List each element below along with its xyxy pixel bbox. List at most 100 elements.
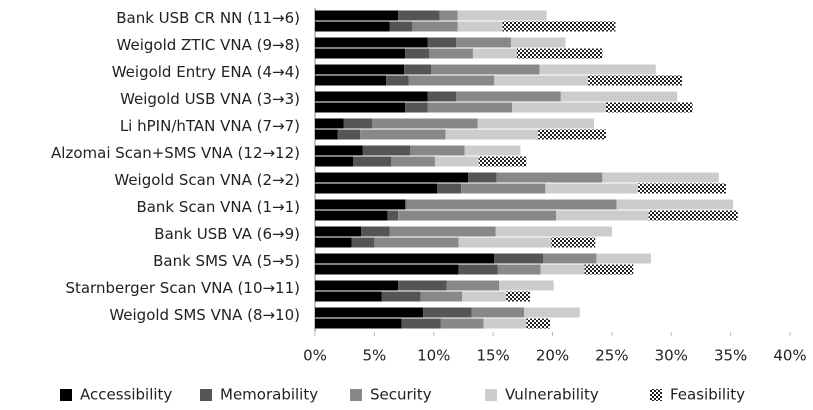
bar-segment (602, 172, 719, 183)
bar-segment (616, 199, 733, 210)
bar-segment (315, 253, 495, 264)
bar-segment (420, 291, 463, 302)
bar-segment (401, 318, 441, 329)
bar-segment (361, 226, 390, 237)
bar-segment (406, 199, 617, 210)
bar-segment (584, 264, 634, 275)
bar-segment (315, 10, 399, 21)
bar-segment (461, 183, 546, 194)
bar-segment (638, 183, 726, 194)
bar-segment (502, 21, 616, 32)
x-tick-label: 35% (714, 347, 747, 365)
bar-segment (315, 118, 344, 129)
bar-segment (556, 210, 649, 221)
bar-segment (337, 129, 361, 140)
x-tick-label: 40% (773, 347, 806, 365)
bar-segment (456, 37, 511, 48)
bar-segment (510, 37, 566, 48)
bar-segment (410, 145, 465, 156)
x-tick-label: 20% (536, 347, 569, 365)
y-tick-label: Starnberger Scan VNA (10→11) (65, 279, 300, 297)
bar-segment (427, 102, 513, 113)
bar-segment (496, 172, 603, 183)
bar-segment (315, 237, 352, 248)
bar-segment (315, 172, 469, 183)
legend-swatch (350, 389, 362, 401)
x-tick-label: 15% (476, 347, 509, 365)
bar-segment (551, 237, 596, 248)
bar-segment (374, 237, 459, 248)
bar-segment (457, 21, 503, 32)
bar-segment (526, 318, 551, 329)
bar-segment (429, 48, 473, 59)
bar-segment (440, 318, 484, 329)
legend-swatch (485, 389, 497, 401)
bar-segment (315, 318, 402, 329)
bar-segment (437, 183, 462, 194)
bar-segment (362, 145, 410, 156)
bar-segment (315, 280, 399, 291)
bar-segment (405, 102, 428, 113)
bar-segment (315, 264, 459, 275)
bar-segment (499, 280, 554, 291)
bar-segment (351, 237, 375, 248)
bar-segment (540, 264, 585, 275)
y-tick-label: Bank Scan VNA (1→1) (136, 198, 300, 216)
bar-segment (596, 253, 652, 264)
legend-label: Feasibility (670, 386, 745, 404)
bar-segment (456, 91, 561, 102)
bar-segment (462, 291, 507, 302)
bar-segment (398, 280, 447, 291)
bar-segment (560, 91, 678, 102)
bar-segment (315, 129, 338, 140)
bar-segment (588, 75, 682, 86)
legend-swatch (650, 389, 662, 401)
bar-segment (398, 10, 440, 21)
bar-segment (372, 118, 478, 129)
y-tick-label: Weigold ZTIC VNA (9→8) (117, 36, 300, 54)
bar-segment (315, 21, 390, 32)
bar-segment (360, 129, 446, 140)
bar-segment (605, 102, 693, 113)
x-tick-label: 25% (595, 347, 628, 365)
bar-segment (405, 199, 407, 210)
bar-segment (315, 145, 363, 156)
bar-segment (458, 264, 498, 275)
legend-label: Vulnerability (505, 386, 599, 404)
y-tick-label: Bank USB VA (6→9) (154, 225, 300, 243)
bar-segment (494, 75, 589, 86)
bar-segment (353, 156, 391, 167)
bar-segment (315, 91, 428, 102)
y-tick-label: Bank USB CR NN (11→6) (116, 9, 300, 27)
x-tick-label: 5% (362, 347, 386, 365)
bar-segment (315, 199, 406, 210)
y-tick-label: Alzomai Scan+SMS VNA (12→12) (51, 144, 300, 162)
bar-segment (423, 307, 472, 318)
bar-segment (516, 48, 603, 59)
bar-segment (494, 253, 543, 264)
legend-label: Accessibility (80, 386, 172, 404)
bar-segment (478, 156, 527, 167)
bar-segment (386, 75, 409, 86)
bar-segment (545, 183, 638, 194)
bar-segment (315, 291, 382, 302)
bar-segment (512, 102, 606, 113)
bar-segment (427, 37, 457, 48)
bar-segment (434, 156, 479, 167)
legend-label: Memorability (220, 386, 318, 404)
bar-segment (398, 210, 557, 221)
bar-segment (543, 253, 597, 264)
bar-segment (464, 145, 521, 156)
bar-segment (439, 10, 458, 21)
bar-segment (431, 64, 540, 75)
x-tick-label: 10% (417, 347, 450, 365)
bar-segment (497, 264, 541, 275)
bar-segment (315, 183, 438, 194)
bar-segment (539, 64, 656, 75)
bar-segment (457, 10, 547, 21)
bar-segment (315, 75, 387, 86)
bar-segment (389, 226, 496, 237)
bar-segment (315, 226, 362, 237)
bar-segment (648, 210, 738, 221)
bar-segment (446, 280, 500, 291)
